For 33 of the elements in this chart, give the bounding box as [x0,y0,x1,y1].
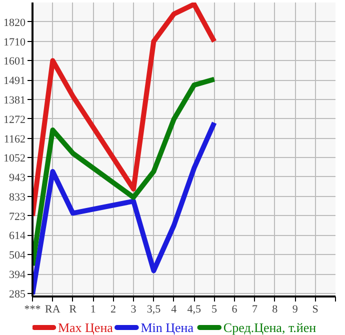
y-tick-label: 1820 [4,16,26,29]
legend-label: Сред.Цена, т.йен [223,320,316,335]
y-tick-label: 1601 [4,56,26,68]
y-tick-label: 394 [9,269,26,282]
x-tick-label: *** [24,304,41,316]
x-tick-label: 8 [272,304,278,316]
legend-label: Min Цена [140,320,194,335]
x-tick-label: RA [45,304,60,316]
x-tick-label: 9 [292,304,298,316]
x-tick-label: 4 [171,304,178,316]
y-tick-label: 504 [9,250,26,262]
y-tick-label: 943 [9,172,26,184]
y-tick-label: 285 [9,288,26,300]
x-tick-label: 1 [90,304,96,316]
x-tick-label: 6 [232,304,238,316]
x-tick-label: 7 [252,304,258,316]
y-tick-label: 1162 [4,133,26,146]
x-tick-label: 5 [212,304,218,316]
y-tick-label: 1710 [4,36,26,48]
y-tick-label: 1491 [4,75,26,88]
x-tick-label: 2 [110,304,116,316]
y-tick-label: 1381 [4,94,26,107]
y-tick-label: 1272 [4,114,26,126]
x-tick-label: 3,5 [146,304,162,316]
x-tick-label: 4,5 [187,304,202,316]
x-tick-label: R [69,304,78,316]
y-tick-label: 614 [9,230,26,242]
y-tick-label: 833 [9,191,26,204]
y-tick-label: 723 [9,210,26,223]
legend-label: Max Цена [58,320,114,335]
x-tick-label: S [312,304,318,316]
y-tick-label: 1052 [4,152,26,165]
x-tick-label: 3 [130,304,137,316]
